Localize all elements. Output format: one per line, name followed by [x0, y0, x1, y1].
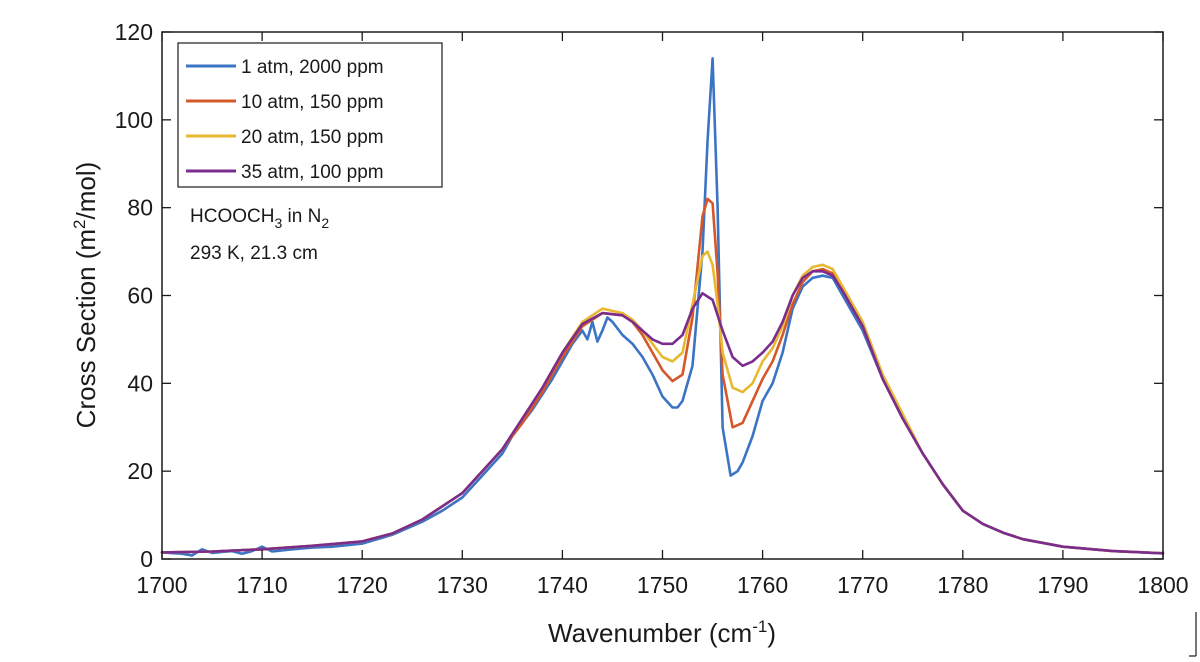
legend-label: 20 atm, 150 ppm: [241, 127, 384, 148]
x-tick-label: 1710: [237, 572, 288, 598]
series-line-1: [160, 57, 1165, 557]
x-tick-label: 1760: [737, 572, 788, 598]
legend: 1 atm, 2000 ppm 10 atm, 150 ppm 20 atm, 15…: [177, 42, 443, 188]
y-tick-label: 120: [115, 19, 153, 45]
legend-label: 35 atm, 100 ppm: [241, 162, 384, 183]
x-axis-title: Wavenumber (cm-1): [548, 617, 776, 648]
x-tick-label: 1770: [837, 572, 888, 598]
y-tick-label: 20: [127, 458, 153, 484]
x-tick-label: 1740: [537, 572, 588, 598]
legend-items: 1 atm, 2000 ppm 10 atm, 150 ppm 20 atm, 15…: [186, 57, 384, 183]
y-tick-label: 0: [140, 546, 153, 572]
x-axis-title-superscript: -1: [752, 617, 767, 636]
y-tick-label: 80: [127, 195, 153, 221]
y-tick-label: 60: [127, 283, 153, 309]
annotation-line1: HCOOCH3 in N2: [190, 206, 329, 231]
annotation-subscript: 3: [274, 215, 282, 231]
series-line-3: [160, 250, 1165, 555]
x-tick-label: 1780: [937, 572, 988, 598]
ticks-layer: 1700 1710 1720 1730 1740 1750 1760 1770 1780 1790…: [115, 19, 1189, 598]
legend-label: 1 atm, 2000 ppm: [241, 57, 384, 78]
y-axis-title: Cross Section (m2/mol): [70, 162, 101, 429]
series-layer: [160, 57, 1165, 557]
y-axis-title-superscript: 2: [70, 219, 89, 228]
x-tick-label: 1800: [1137, 572, 1188, 598]
x-tick-label: 1700: [136, 572, 187, 598]
series-line-4: [160, 270, 1165, 555]
legend-label: 10 atm, 150 ppm: [241, 92, 384, 113]
x-tick-label: 1790: [1037, 572, 1088, 598]
annotation-line2: 293 K, 21.3 cm: [190, 243, 318, 264]
x-tick-label: 1750: [637, 572, 688, 598]
x-tick-label: 1720: [337, 572, 388, 598]
annotation-subscript: 2: [321, 215, 329, 231]
y-tick-label: 100: [115, 107, 153, 133]
y-tick-label: 40: [127, 370, 153, 396]
x-tick-label: 1730: [437, 572, 488, 598]
